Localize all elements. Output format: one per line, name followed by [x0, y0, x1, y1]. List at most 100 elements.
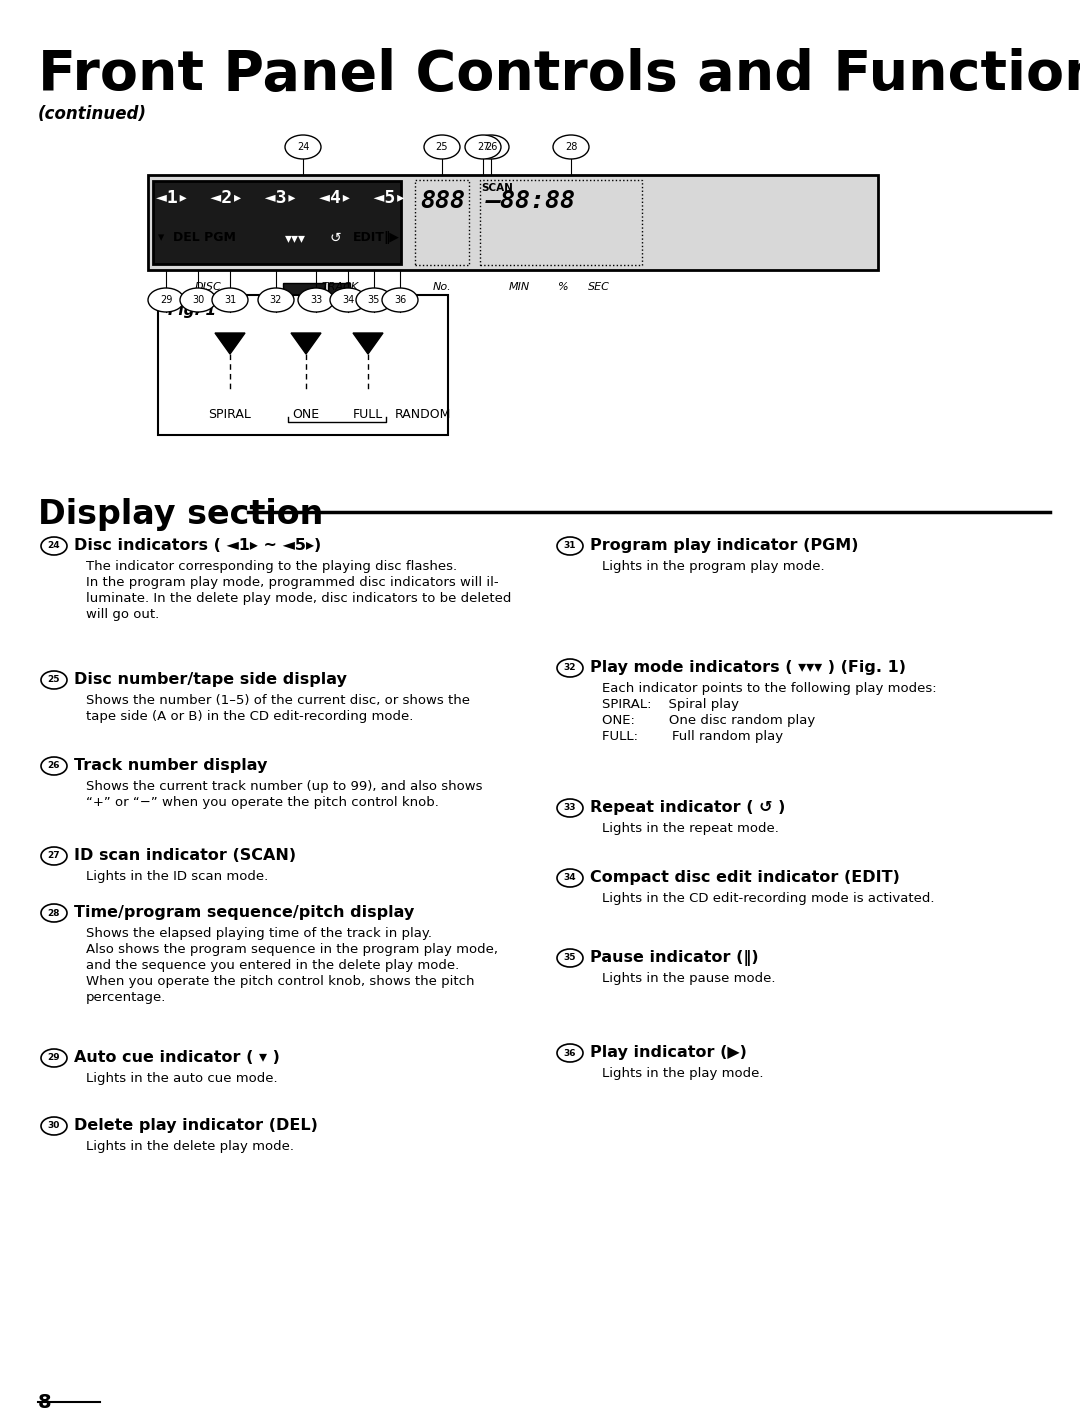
Text: Track number display: Track number display — [75, 758, 268, 773]
Ellipse shape — [557, 659, 583, 677]
Text: 34: 34 — [564, 873, 577, 883]
Ellipse shape — [382, 289, 418, 313]
Text: In the program play mode, programmed disc indicators will il-: In the program play mode, programmed dis… — [86, 576, 499, 589]
Text: ID scan indicator (SCAN): ID scan indicator (SCAN) — [75, 848, 296, 863]
Text: TRACK: TRACK — [322, 282, 359, 291]
Text: Lights in the auto cue mode.: Lights in the auto cue mode. — [86, 1071, 278, 1086]
Text: Auto cue indicator ( ▾ ): Auto cue indicator ( ▾ ) — [75, 1050, 280, 1064]
Text: will go out.: will go out. — [86, 608, 159, 621]
Text: and the sequence you entered in the delete play mode.: and the sequence you entered in the dele… — [86, 959, 459, 972]
Text: Shows the elapsed playing time of the track in play.: Shows the elapsed playing time of the tr… — [86, 926, 432, 941]
Text: Each indicator points to the following play modes:: Each indicator points to the following p… — [602, 681, 936, 696]
Text: luminate. In the delete play mode, disc indicators to be deleted: luminate. In the delete play mode, disc … — [86, 591, 511, 605]
Text: 28: 28 — [48, 908, 60, 918]
Text: DISC: DISC — [194, 282, 221, 291]
Text: Play mode indicators ( ▾▾▾ ) (Fig. 1): Play mode indicators ( ▾▾▾ ) (Fig. 1) — [590, 660, 906, 674]
Text: 35: 35 — [368, 296, 380, 306]
Ellipse shape — [473, 135, 509, 159]
Ellipse shape — [41, 1049, 67, 1067]
Text: 8: 8 — [38, 1393, 52, 1408]
Text: 32: 32 — [270, 296, 282, 306]
Text: RANDOM: RANDOM — [395, 408, 451, 421]
Text: 35: 35 — [564, 953, 577, 963]
Ellipse shape — [298, 289, 334, 313]
Text: 24: 24 — [297, 142, 309, 152]
Text: Lights in the CD edit-recording mode is activated.: Lights in the CD edit-recording mode is … — [602, 893, 934, 905]
Text: Disc indicators ( ◄1▸ ~ ◄5▸): Disc indicators ( ◄1▸ ~ ◄5▸) — [75, 538, 321, 553]
Ellipse shape — [258, 289, 294, 313]
FancyBboxPatch shape — [328, 283, 350, 308]
Polygon shape — [215, 334, 245, 353]
Ellipse shape — [41, 758, 67, 774]
Text: Also shows the program sequence in the program play mode,: Also shows the program sequence in the p… — [86, 943, 498, 956]
Text: Compact disc edit indicator (EDIT): Compact disc edit indicator (EDIT) — [590, 870, 900, 886]
FancyBboxPatch shape — [283, 283, 325, 308]
Text: ◄1▸  ◄2▸  ◄3▸  ◄4▸  ◄5▸: ◄1▸ ◄2▸ ◄3▸ ◄4▸ ◄5▸ — [156, 189, 406, 207]
Text: ▾▾▾: ▾▾▾ — [285, 231, 306, 245]
Text: 29: 29 — [160, 296, 172, 306]
FancyBboxPatch shape — [153, 182, 401, 265]
Ellipse shape — [330, 289, 366, 313]
Ellipse shape — [356, 289, 392, 313]
Text: 28: 28 — [565, 142, 577, 152]
Text: ‖▶: ‖▶ — [383, 231, 399, 244]
Text: 30: 30 — [192, 296, 204, 306]
Text: Program play indicator (PGM): Program play indicator (PGM) — [590, 538, 859, 553]
Ellipse shape — [553, 135, 589, 159]
Text: ▾  DEL PGM: ▾ DEL PGM — [158, 231, 235, 244]
Ellipse shape — [41, 536, 67, 555]
Text: Shows the number (1–5) of the current disc, or shows the: Shows the number (1–5) of the current di… — [86, 694, 470, 707]
Text: Repeat indicator ( ↺ ): Repeat indicator ( ↺ ) — [590, 800, 785, 815]
Text: 25: 25 — [48, 676, 60, 684]
Text: “+” or “−” when you operate the pitch control knob.: “+” or “−” when you operate the pitch co… — [86, 796, 438, 810]
Text: 24: 24 — [48, 542, 60, 551]
Text: ONE: ONE — [293, 408, 320, 421]
Text: Lights in the program play mode.: Lights in the program play mode. — [602, 560, 825, 573]
Text: Play indicator (▶): Play indicator (▶) — [590, 1045, 747, 1060]
Text: Display section: Display section — [38, 498, 323, 531]
Text: FULL: FULL — [353, 408, 383, 421]
Text: FULL:        Full random play: FULL: Full random play — [602, 729, 783, 743]
Ellipse shape — [557, 949, 583, 967]
Ellipse shape — [424, 135, 460, 159]
FancyBboxPatch shape — [415, 180, 469, 265]
Text: Pause indicator (‖): Pause indicator (‖) — [590, 950, 758, 966]
Ellipse shape — [41, 672, 67, 689]
Text: No.: No. — [433, 282, 451, 291]
Text: 29: 29 — [48, 1053, 60, 1063]
Text: (continued): (continued) — [38, 106, 147, 122]
Text: 33: 33 — [310, 296, 322, 306]
Text: percentage.: percentage. — [86, 991, 166, 1004]
Ellipse shape — [180, 289, 216, 313]
Text: 36: 36 — [564, 1049, 577, 1057]
Text: When you operate the pitch control knob, shows the pitch: When you operate the pitch control knob,… — [86, 974, 474, 988]
Text: 27: 27 — [48, 852, 60, 860]
Text: 31: 31 — [224, 296, 237, 306]
Text: Lights in the pause mode.: Lights in the pause mode. — [602, 972, 775, 986]
Text: Time/program sequence/pitch display: Time/program sequence/pitch display — [75, 905, 415, 919]
Text: Delete play indicator (DEL): Delete play indicator (DEL) — [75, 1118, 318, 1133]
Ellipse shape — [557, 798, 583, 817]
Text: 31: 31 — [564, 542, 577, 551]
FancyBboxPatch shape — [148, 175, 878, 270]
Polygon shape — [291, 334, 321, 353]
Text: Lights in the ID scan mode.: Lights in the ID scan mode. — [86, 870, 268, 883]
Text: 888: 888 — [420, 189, 465, 213]
Text: 26: 26 — [48, 762, 60, 770]
Text: SPIRAL: SPIRAL — [208, 408, 252, 421]
Text: ↺: ↺ — [330, 231, 341, 245]
Text: ONE:        One disc random play: ONE: One disc random play — [602, 714, 815, 727]
FancyBboxPatch shape — [480, 180, 642, 265]
Ellipse shape — [41, 1117, 67, 1135]
Text: Fig. 1: Fig. 1 — [168, 303, 216, 318]
Ellipse shape — [148, 289, 184, 313]
Text: Front Panel Controls and Functions: Front Panel Controls and Functions — [38, 48, 1080, 101]
Text: 33: 33 — [564, 804, 577, 812]
Text: The indicator corresponding to the playing disc flashes.: The indicator corresponding to the playi… — [86, 560, 457, 573]
Text: 25: 25 — [435, 142, 448, 152]
Text: %: % — [557, 282, 568, 291]
Text: SEC: SEC — [589, 282, 610, 291]
Ellipse shape — [41, 904, 67, 922]
Text: Lights in the repeat mode.: Lights in the repeat mode. — [602, 822, 779, 835]
Text: 26: 26 — [485, 142, 497, 152]
